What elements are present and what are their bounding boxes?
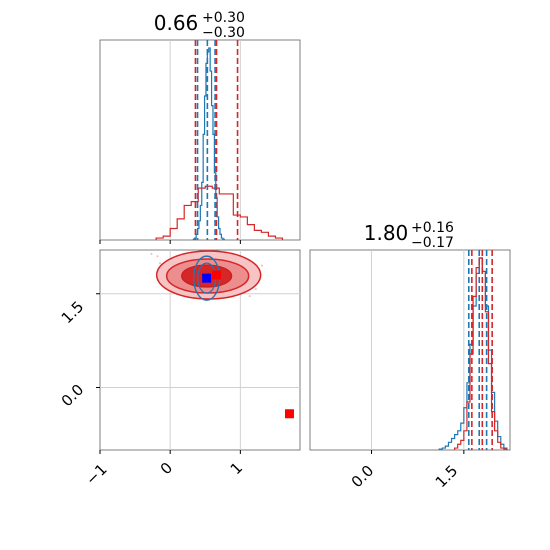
blue-series-histogram-step (192, 47, 225, 240)
title-top-left-lower: −0.30 (202, 25, 245, 41)
x-tick-label: 0.0 (348, 462, 378, 492)
point-marker (202, 273, 212, 283)
x-tick-label: 1 (227, 459, 246, 478)
bottom-right-plot-layer (371, 250, 508, 454)
x-tick-labels-bottom-right: 0.0 1.5 (348, 462, 462, 492)
title-top-left-upper: +0.30 (202, 10, 245, 26)
scatter-point (150, 252, 153, 255)
point-marker (211, 270, 221, 280)
scatter-point (156, 255, 159, 258)
title-bottom-right-upper: +0.16 (411, 220, 454, 236)
scatter-point (248, 295, 251, 298)
red-series-histogram-step (155, 185, 284, 240)
title-bottom-right-value: 1.80 (364, 221, 409, 245)
scatter-point (159, 262, 161, 265)
title-bottom-right-lower: −0.17 (411, 235, 454, 251)
y-tick-labels-bottom-left: 0.0 1.5 (58, 298, 88, 411)
top-left-plot-layer (99, 40, 284, 244)
x-tick-label: 0 (157, 459, 176, 478)
point-marker (284, 409, 294, 419)
title-top-left-value: 0.66 (154, 11, 199, 35)
title-top-left: 0.66 +0.30 −0.30 (154, 10, 245, 41)
red-series-histogram-step (454, 257, 508, 450)
title-bottom-right: 1.80 +0.16 −0.17 (364, 220, 454, 251)
x-tick-label: 1.5 (432, 462, 462, 492)
x-tick-labels-bottom-left: −1 0 1 (82, 459, 246, 489)
bottom-left-plot-layer (96, 250, 300, 454)
scatter-point (254, 288, 257, 291)
y-tick-label: 0.0 (58, 381, 88, 411)
scatter-point (260, 264, 263, 267)
x-tick-label: −1 (82, 460, 110, 488)
y-tick-label: 1.5 (58, 298, 88, 328)
